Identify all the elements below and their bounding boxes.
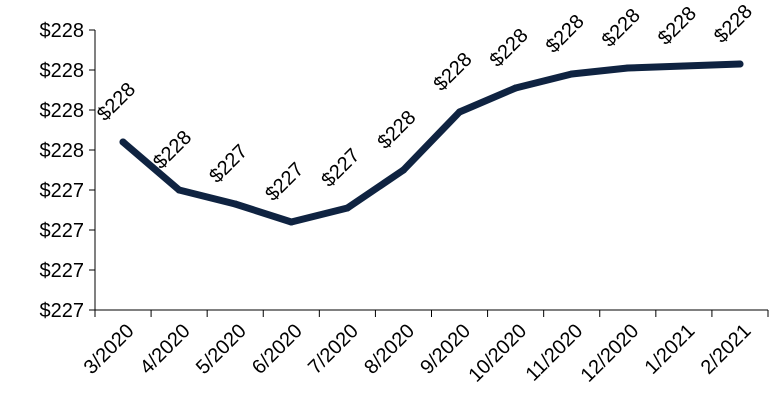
data-point	[512, 84, 520, 92]
y-axis: $227 $227 $227 $227 $228 $228 $228 $228	[40, 20, 96, 322]
data-point	[399, 166, 407, 174]
data-label: $228	[710, 1, 757, 48]
data-label: $228	[486, 25, 533, 72]
data-label: $228	[598, 5, 645, 52]
data-label: $227	[261, 159, 308, 206]
data-label: $228	[373, 107, 420, 154]
data-label: $227	[317, 145, 364, 192]
x-tick-label: 4/2020	[136, 320, 195, 379]
data-point	[231, 200, 239, 208]
data-point	[736, 60, 744, 68]
data-point	[680, 62, 688, 70]
data-point	[175, 186, 183, 194]
x-tick-label: 5/2020	[192, 320, 251, 379]
x-tick-label: 3/2020	[80, 320, 139, 379]
data-point	[343, 204, 351, 212]
x-axis: 3/20204/20205/20206/20207/20208/20209/20…	[80, 309, 769, 387]
data-point	[119, 138, 127, 146]
data-label: $228	[542, 11, 589, 58]
data-point	[624, 64, 632, 72]
data-labels: $228$228 $227 $227 $227$228$228$228 $228 $228…	[93, 1, 757, 206]
data-label: $228	[654, 3, 701, 50]
data-point	[456, 108, 464, 116]
x-tick-label: 7/2020	[304, 320, 363, 379]
data-label: $227	[205, 141, 252, 188]
x-tick-label: 6/2020	[248, 320, 307, 379]
data-point	[287, 218, 295, 226]
y-tick-label: $227	[40, 260, 85, 282]
data-point	[568, 70, 576, 78]
x-tick-label: 10/2020	[464, 320, 531, 387]
series-line	[119, 60, 744, 226]
x-tick-label: 1/2021	[641, 320, 700, 379]
y-tick-label: $227	[40, 300, 85, 322]
x-tick-label: 11/2020	[522, 320, 588, 386]
y-tick-label: $228	[40, 100, 85, 122]
x-tick-label: 2/2021	[697, 320, 756, 379]
x-tick-label: 8/2020	[360, 320, 419, 379]
data-label: $228	[430, 49, 477, 96]
y-tick-label: $227	[40, 220, 85, 242]
y-tick-label: $228	[40, 20, 85, 42]
y-tick-label: $228	[40, 60, 85, 82]
y-tick-label: $227	[40, 180, 85, 202]
data-label: $228	[93, 79, 140, 126]
x-tick-label: 12/2020	[577, 320, 644, 387]
series-group	[119, 60, 744, 226]
y-tick-label: $228	[40, 140, 85, 162]
